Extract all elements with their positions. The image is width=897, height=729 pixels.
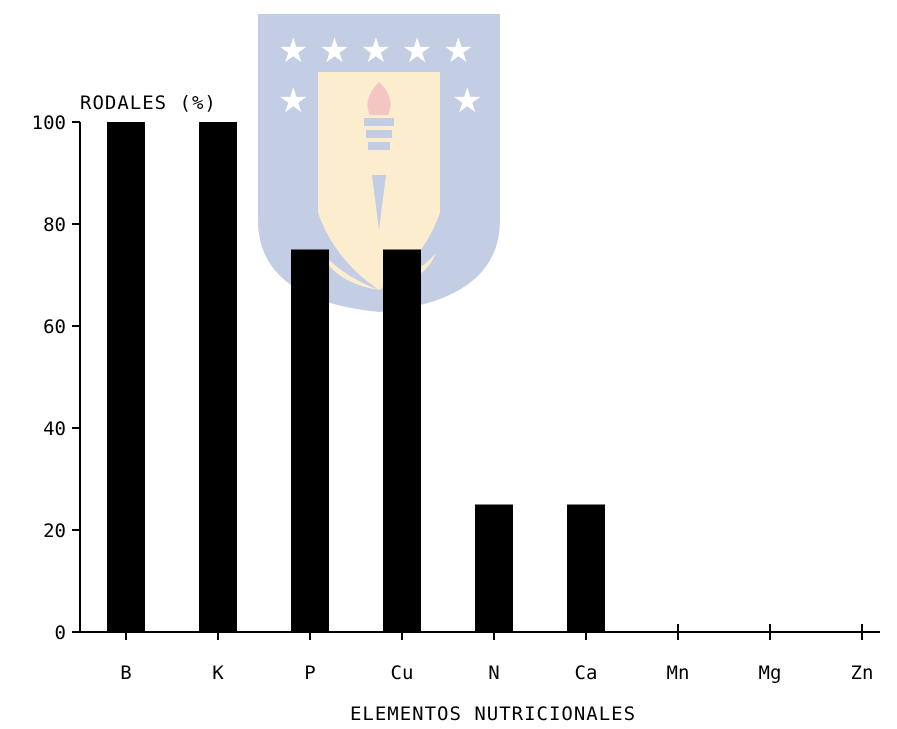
bars-group	[107, 122, 605, 632]
x-tick-label: K	[212, 662, 224, 684]
y-tick-label: 60	[43, 316, 66, 338]
bar	[199, 122, 237, 632]
bar	[107, 122, 145, 632]
svg-text:★ ★ ★ ★ ★: ★ ★ ★ ★ ★	[278, 31, 474, 71]
y-tick-label: 20	[43, 520, 66, 542]
x-tick-label: N	[488, 662, 499, 684]
x-tick-label: Ca	[575, 662, 598, 684]
bar	[567, 504, 605, 632]
university-crest-icon: ★ ★ ★ ★ ★ ★ ★	[258, 14, 500, 312]
x-tick-label: Mg	[759, 662, 782, 684]
bar	[383, 249, 421, 632]
bar	[291, 249, 329, 632]
x-tick-label: Mn	[667, 662, 690, 684]
x-tick-label: P	[304, 662, 315, 684]
y-tick-label: 40	[43, 418, 66, 440]
x-axis-ticks: B K P Cu N Ca Mn Mg Zn	[120, 624, 873, 684]
x-axis-title: ELEMENTOS NUTRICIONALES	[350, 703, 636, 724]
y-tick-label: 0	[55, 622, 66, 644]
y-axis-ticks: 0 20 40 60 80 100	[32, 112, 80, 644]
x-tick-label: B	[120, 662, 131, 684]
y-axis-title: RODALES (%)	[80, 92, 217, 114]
svg-text:★: ★	[452, 81, 482, 121]
svg-text:★: ★	[278, 81, 308, 121]
y-tick-label: 80	[43, 214, 66, 236]
y-tick-label: 100	[32, 112, 66, 134]
bar	[475, 504, 513, 632]
x-tick-label: Zn	[851, 662, 874, 684]
x-tick-label: Cu	[391, 662, 414, 684]
